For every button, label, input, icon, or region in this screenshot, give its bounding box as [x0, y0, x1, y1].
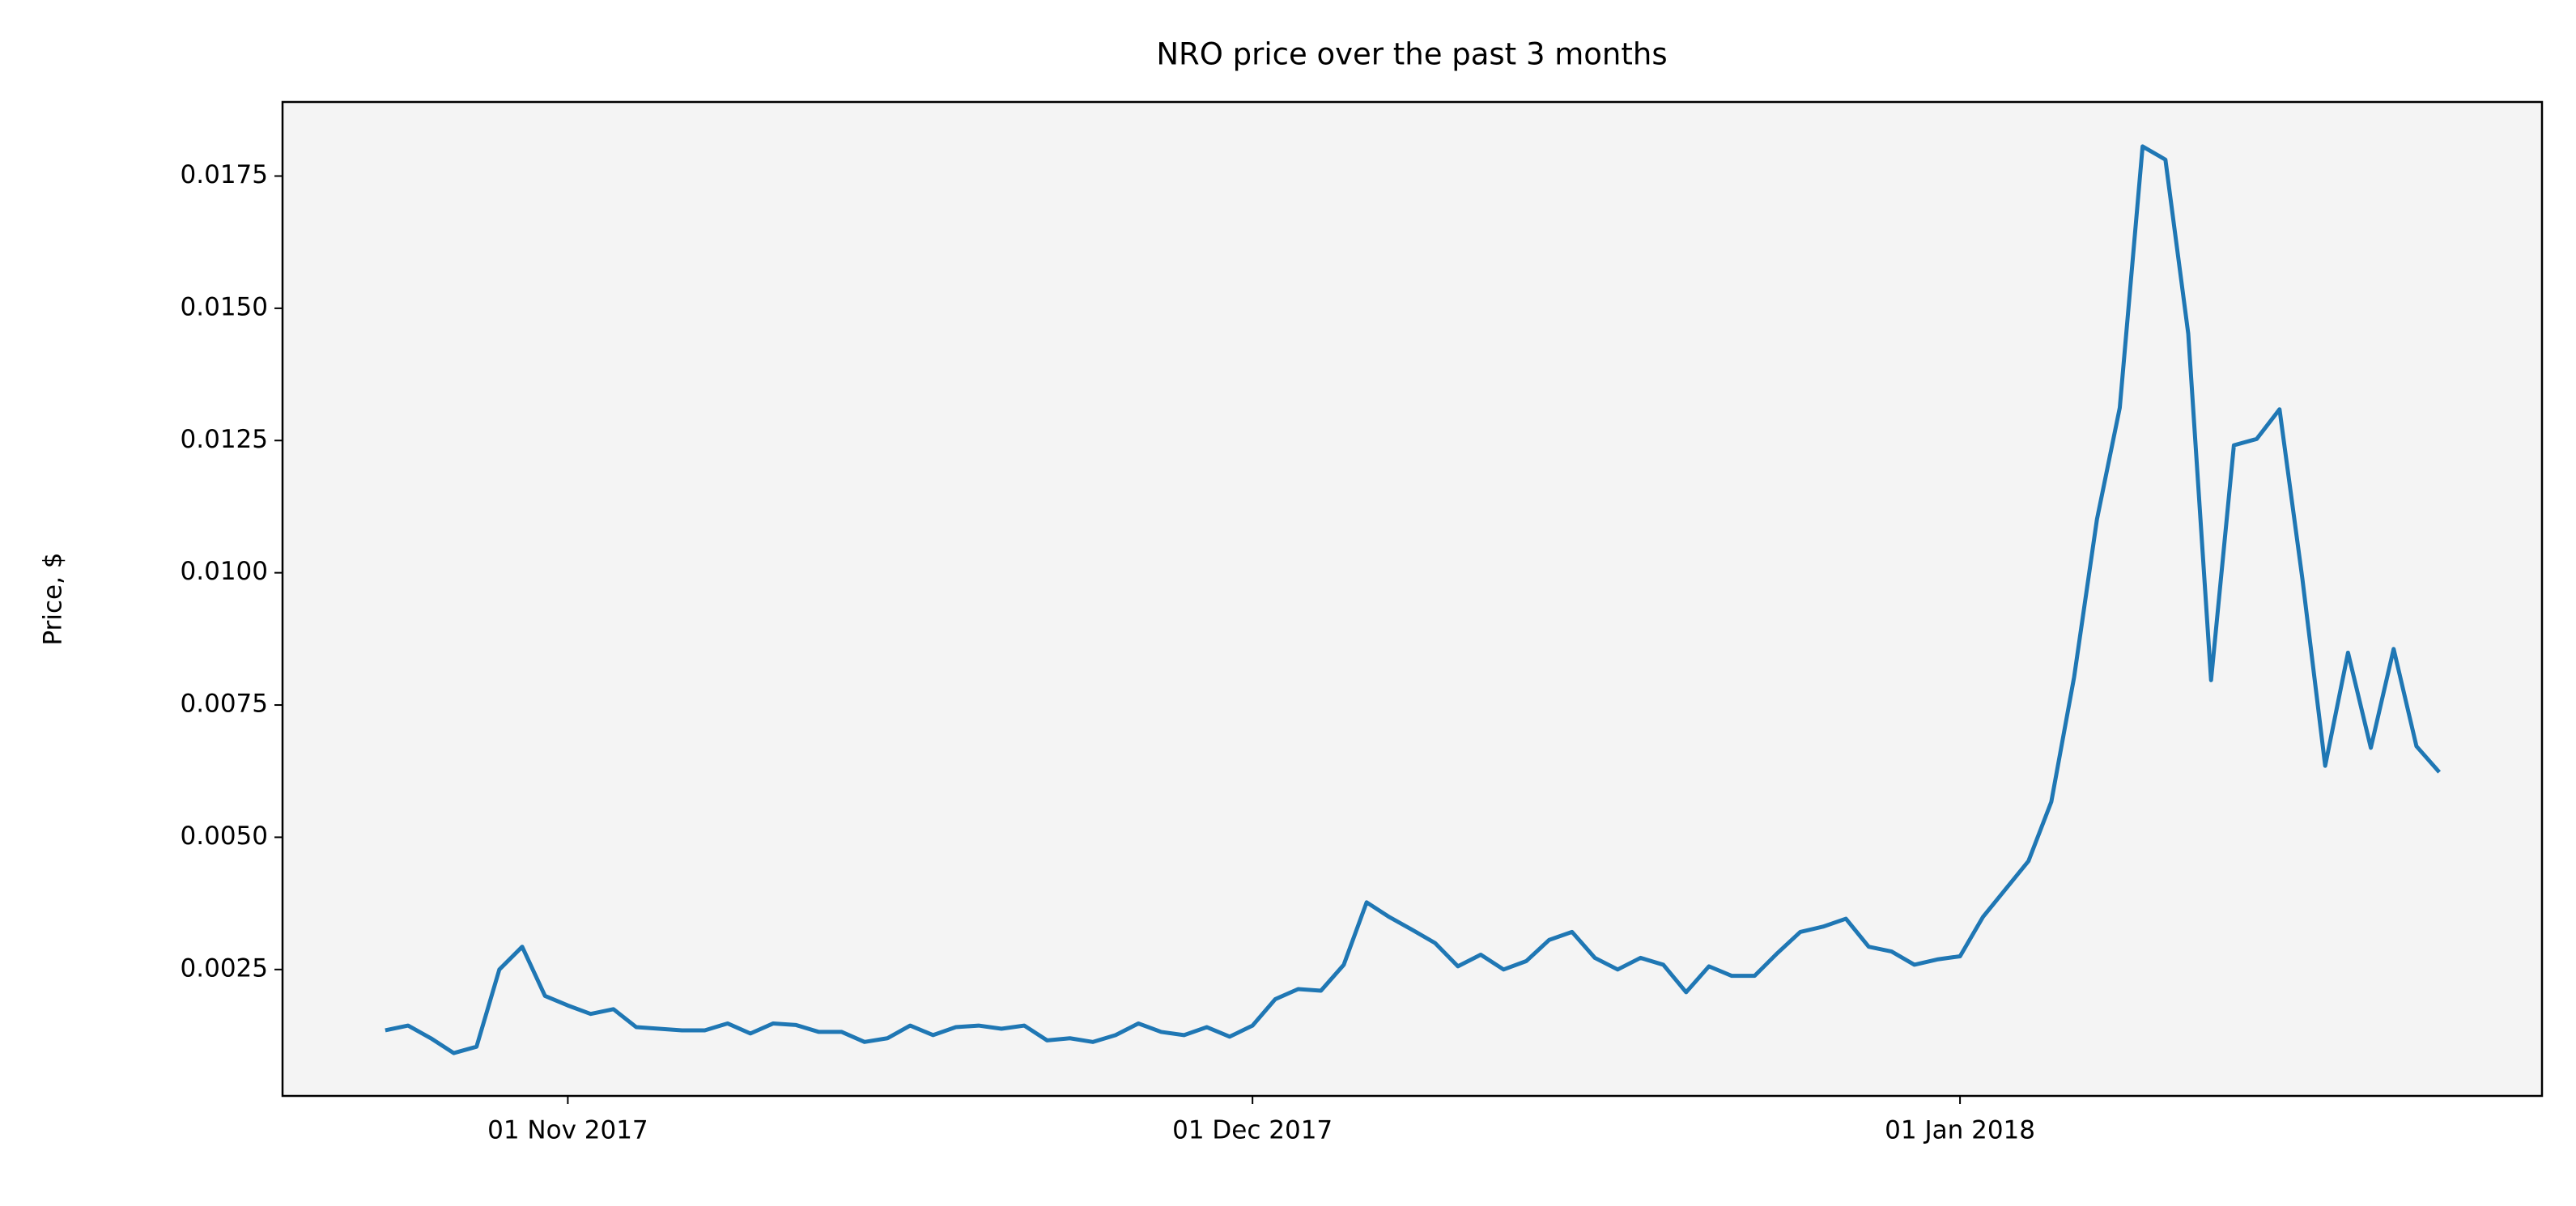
x-tick-label: 01 Nov 2017: [487, 1116, 648, 1145]
x-tick-label: 01 Jan 2018: [1885, 1116, 2035, 1145]
y-tick-label: 0.0175: [181, 160, 268, 189]
y-tick-label: 0.0150: [181, 292, 268, 321]
x-tick-label: 01 Dec 2017: [1172, 1116, 1333, 1145]
y-tick-label: 0.0050: [181, 822, 268, 851]
y-tick-label: 0.0125: [181, 425, 268, 454]
price-line: [385, 144, 2442, 1055]
plot-frame: [281, 100, 2544, 1098]
y-tick-label: 0.0075: [181, 690, 268, 719]
chart-title: NRO price over the past 3 months: [1156, 37, 1667, 72]
y-axis-label: Price, $: [39, 552, 68, 645]
y-tick-label: 0.0100: [181, 557, 268, 586]
plot-area: [283, 102, 2542, 1096]
y-tick-label: 0.0025: [181, 953, 268, 983]
